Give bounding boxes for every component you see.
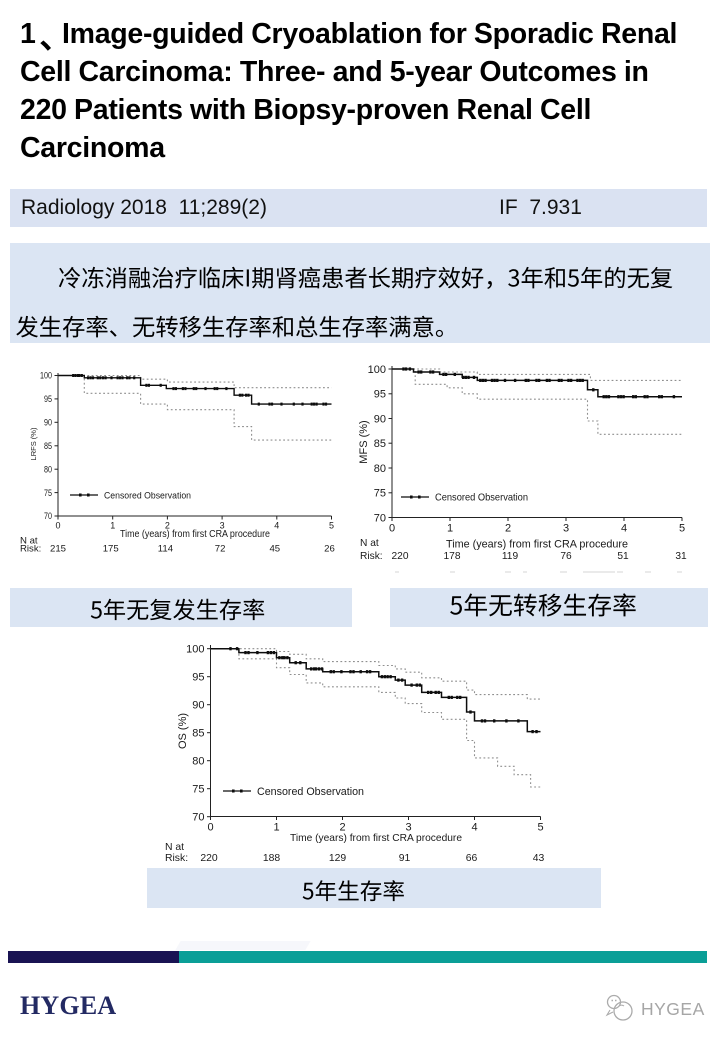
svg-text:72: 72 — [215, 544, 226, 555]
svg-text:90: 90 — [374, 413, 386, 425]
svg-text:85: 85 — [192, 728, 204, 740]
svg-text:95: 95 — [192, 672, 204, 684]
svg-text:70: 70 — [192, 812, 204, 824]
svg-text:76: 76 — [560, 551, 572, 562]
svg-text:5: 5 — [537, 822, 543, 834]
svg-text:4: 4 — [621, 523, 627, 535]
svg-text:Time (years) from first CRA pr: Time (years) from first CRA procedure — [120, 529, 270, 540]
svg-text:2: 2 — [505, 523, 511, 535]
svg-text:1: 1 — [110, 521, 115, 531]
svg-text:N at: N at — [165, 842, 184, 853]
svg-text:0: 0 — [207, 822, 213, 834]
svg-text:1: 1 — [447, 523, 453, 535]
svg-text:Time (years) from first CRA pr: Time (years) from first CRA procedure — [446, 539, 628, 551]
svg-text:100: 100 — [40, 371, 52, 381]
svg-text:2: 2 — [165, 521, 170, 531]
svg-text:119: 119 — [502, 551, 519, 562]
svg-text:4: 4 — [274, 521, 279, 531]
svg-text:85: 85 — [374, 438, 386, 450]
svg-text:3: 3 — [220, 521, 225, 531]
svg-text:51: 51 — [617, 551, 629, 562]
svg-text:100: 100 — [368, 364, 386, 376]
svg-text:95: 95 — [374, 389, 386, 401]
svg-text:129: 129 — [329, 853, 347, 864]
svg-text:3: 3 — [563, 523, 569, 535]
svg-text:80: 80 — [192, 756, 204, 768]
svg-text:70: 70 — [374, 512, 386, 524]
svg-text:90: 90 — [44, 418, 52, 428]
svg-text:2: 2 — [339, 822, 345, 834]
svg-text:75: 75 — [374, 488, 386, 500]
svg-text:43: 43 — [533, 853, 545, 864]
svg-text:31: 31 — [675, 551, 687, 562]
svg-text:215: 215 — [50, 544, 66, 555]
svg-text:75: 75 — [192, 784, 204, 796]
svg-text:Risk:: Risk: — [360, 551, 383, 562]
svg-text:LRFS (%): LRFS (%) — [29, 427, 38, 460]
svg-text:91: 91 — [399, 853, 411, 864]
svg-text:220: 220 — [200, 853, 218, 864]
svg-text:1: 1 — [273, 822, 279, 834]
svg-text:N at: N at — [360, 538, 379, 549]
svg-text:26: 26 — [324, 544, 335, 555]
svg-text:OS (%): OS (%) — [177, 713, 189, 749]
svg-text:N at: N at — [20, 536, 38, 547]
svg-text:100: 100 — [186, 644, 204, 656]
svg-text:Censored Observation: Censored Observation — [257, 786, 364, 798]
svg-text:70: 70 — [44, 511, 52, 521]
svg-text:220: 220 — [392, 551, 409, 562]
svg-text:175: 175 — [103, 544, 119, 555]
svg-text:85: 85 — [44, 441, 52, 451]
svg-text:90: 90 — [192, 700, 204, 712]
svg-text:178: 178 — [444, 551, 461, 562]
svg-text:Censored Observation: Censored Observation — [435, 493, 528, 504]
svg-text:5: 5 — [329, 521, 334, 531]
svg-text:Censored Observation: Censored Observation — [104, 491, 191, 502]
svg-text:5: 5 — [679, 523, 685, 535]
svg-text:80: 80 — [44, 464, 52, 474]
svg-text:0: 0 — [389, 523, 395, 535]
svg-text:114: 114 — [158, 544, 174, 555]
svg-text:66: 66 — [466, 853, 478, 864]
svg-text:Risk:: Risk: — [165, 853, 188, 864]
svg-text:188: 188 — [263, 853, 281, 864]
svg-text:45: 45 — [269, 544, 280, 555]
svg-text:Time (years) from first CRA pr: Time (years) from first CRA procedure — [290, 833, 462, 844]
svg-text:3: 3 — [405, 822, 411, 834]
svg-text:75: 75 — [44, 488, 52, 498]
svg-text:MFS (%): MFS (%) — [358, 420, 370, 463]
svg-text:4: 4 — [471, 822, 477, 834]
svg-text:95: 95 — [44, 394, 52, 404]
svg-text:0: 0 — [55, 521, 60, 531]
svg-text:Risk:: Risk: — [20, 544, 41, 555]
svg-text:80: 80 — [374, 463, 386, 475]
